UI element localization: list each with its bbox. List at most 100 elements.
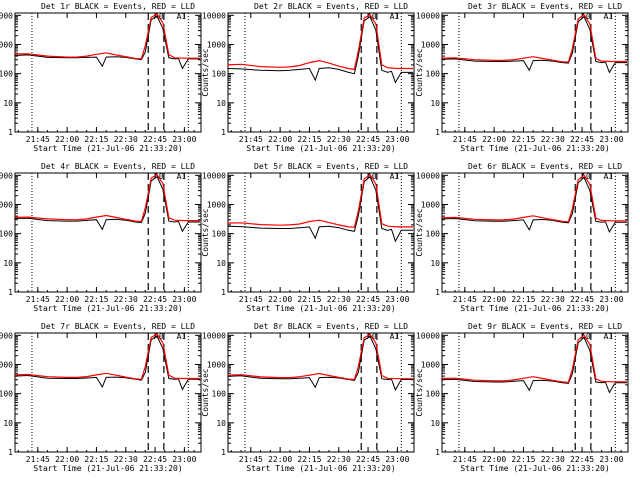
plot-frame <box>441 332 629 453</box>
x-axis-label: Start Time (21-Jul-06 21:33:20) <box>460 464 609 473</box>
y-tick-label: 1000 <box>0 200 13 209</box>
y-tick-label: 1000 <box>0 40 13 49</box>
x-axis-label: Start Time (21-Jul-06 21:33:20) <box>246 144 395 153</box>
plot-title: Det 5r BLACK = Events, RED = LLD <box>254 162 408 171</box>
y-axis-label: Counts/sec <box>201 368 210 416</box>
events-series-line <box>441 15 627 74</box>
y-tick-label: 10000 <box>416 171 440 180</box>
attenuator-marker: A1 <box>177 332 187 341</box>
plot-title: Det 9r BLACK = Events, RED = LLD <box>468 322 622 331</box>
y-tick-label: 1000 <box>421 360 440 369</box>
x-tick-label: 22:00 <box>268 455 292 464</box>
y-axis-label: Counts/sec <box>415 208 424 256</box>
x-tick-label: 23:00 <box>599 135 623 144</box>
y-axis-label: Counts/sec <box>415 368 424 416</box>
y-tick-label: 10 <box>3 99 13 108</box>
x-tick-label: 21:45 <box>453 135 477 144</box>
x-tick-label: 22:15 <box>84 295 108 304</box>
x-tick-label: 22:30 <box>114 135 138 144</box>
events-series-line <box>441 176 627 234</box>
x-tick-label: 21:45 <box>26 295 50 304</box>
y-axis-label: Counts/sec <box>201 48 210 96</box>
x-tick-label: 23:00 <box>599 295 623 304</box>
x-tick-label: 22:45 <box>570 455 594 464</box>
x-tick-label: 21:45 <box>453 455 477 464</box>
attenuator-marker: A0 <box>367 12 377 21</box>
x-tick-label: 21:45 <box>453 295 477 304</box>
x-axis-label: Start Time (21-Jul-06 21:33:20) <box>246 304 395 313</box>
attenuator-marker: A0 <box>367 172 377 181</box>
y-tick-label: 1 <box>435 128 440 137</box>
x-tick-label: 22:15 <box>511 455 535 464</box>
x-tick-label: 21:45 <box>239 455 263 464</box>
y-tick-label: 1 <box>8 448 13 457</box>
plot-title: Det 4r BLACK = Events, RED = LLD <box>41 162 195 171</box>
x-tick-label: 23:00 <box>599 455 623 464</box>
y-tick-label: 1000 <box>207 200 226 209</box>
y-tick-label: 1000 <box>421 200 440 209</box>
x-tick-label: 22:15 <box>297 135 321 144</box>
y-tick-label: 10000 <box>202 11 226 20</box>
x-tick-label: 21:45 <box>239 135 263 144</box>
y-tick-label: 100 <box>0 390 13 399</box>
x-tick-label: 22:45 <box>143 135 167 144</box>
y-tick-label: 100 <box>0 70 13 79</box>
y-tick-label: 100 <box>426 230 441 239</box>
y-tick-label: 1000 <box>421 40 440 49</box>
events-series-line <box>14 15 200 70</box>
attenuator-marker: A0 <box>581 332 591 341</box>
lld-series-line <box>441 334 627 383</box>
x-tick-label: 22:15 <box>297 455 321 464</box>
attenuator-marker: A1 <box>390 172 400 181</box>
plot-title: Det 7r BLACK = Events, RED = LLD <box>41 322 195 331</box>
y-tick-label: 10000 <box>0 171 13 180</box>
x-tick-label: 22:45 <box>143 295 167 304</box>
plot-title: Det 2r BLACK = Events, RED = LLD <box>254 2 408 11</box>
attenuator-marker: A1 <box>390 332 400 341</box>
attenuator-marker: A1 <box>390 12 400 21</box>
y-tick-label: 1 <box>221 288 226 297</box>
x-tick-label: 22:00 <box>482 135 506 144</box>
x-axis-label: Start Time (21-Jul-06 21:33:20) <box>246 464 395 473</box>
y-tick-label: 10 <box>430 419 440 428</box>
y-tick-label: 1000 <box>0 360 13 369</box>
x-tick-label: 21:45 <box>26 135 50 144</box>
y-tick-label: 1000 <box>207 360 226 369</box>
y-tick-label: 10 <box>3 259 13 268</box>
attenuator-marker: A1 <box>177 12 187 21</box>
x-tick-label: 23:00 <box>385 135 409 144</box>
x-tick-label: 21:45 <box>26 455 50 464</box>
y-tick-label: 100 <box>212 70 227 79</box>
plot-frame <box>14 332 202 453</box>
x-tick-label: 22:45 <box>356 135 380 144</box>
x-tick-label: 21:45 <box>239 295 263 304</box>
attenuator-marker: A0 <box>581 12 591 21</box>
x-axis-label: Start Time (21-Jul-06 21:33:20) <box>33 304 182 313</box>
x-axis-label: Start Time (21-Jul-06 21:33:20) <box>460 304 609 313</box>
attenuator-marker: A1 <box>604 172 614 181</box>
x-tick-label: 22:00 <box>55 455 79 464</box>
plot-frame <box>227 12 415 133</box>
plot-frame <box>14 172 202 293</box>
plot-frame <box>441 172 629 293</box>
x-tick-label: 23:00 <box>172 135 196 144</box>
x-tick-label: 22:30 <box>327 455 351 464</box>
y-tick-label: 1000 <box>207 40 226 49</box>
y-tick-label: 100 <box>426 70 441 79</box>
x-tick-label: 23:00 <box>172 295 196 304</box>
y-tick-label: 100 <box>0 230 13 239</box>
y-tick-label: 10000 <box>0 11 13 20</box>
x-tick-label: 22:30 <box>541 455 565 464</box>
plot-frame <box>227 332 415 453</box>
events-series-line <box>441 336 627 394</box>
x-tick-label: 22:00 <box>268 135 292 144</box>
plot-frame <box>227 172 415 293</box>
x-axis-label: Start Time (21-Jul-06 21:33:20) <box>33 464 182 473</box>
y-tick-label: 10000 <box>202 331 226 340</box>
lld-series-line <box>441 13 627 63</box>
y-tick-label: 100 <box>212 230 227 239</box>
events-series-line <box>14 175 200 233</box>
x-tick-label: 22:30 <box>327 295 351 304</box>
